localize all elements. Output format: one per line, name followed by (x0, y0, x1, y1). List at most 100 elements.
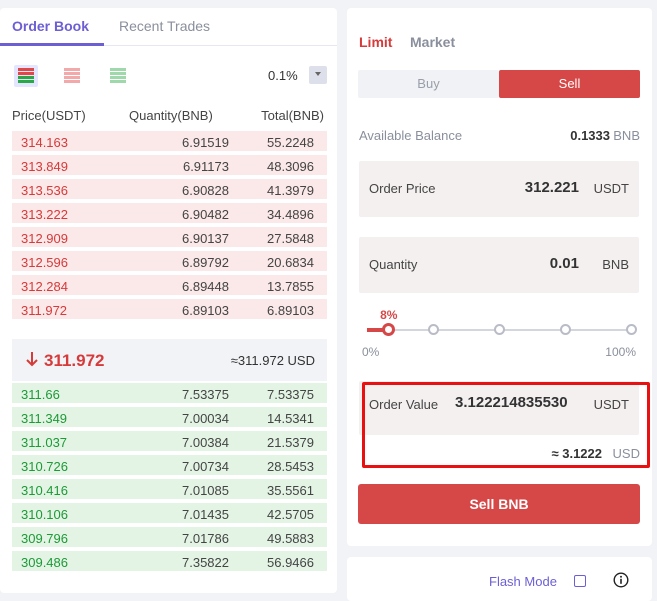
bids-only-icon[interactable] (106, 65, 130, 87)
asks-only-icon[interactable] (60, 65, 84, 87)
ask-total: 13.7855 (267, 279, 314, 294)
slider-min-label: 0% (362, 345, 380, 359)
ask-price: 312.284 (21, 279, 68, 294)
bid-row[interactable]: 311.66 7.53375 7.53375 (12, 382, 327, 404)
both-sides-icon[interactable] (14, 65, 38, 87)
quantity-input[interactable]: 0.01 (549, 255, 579, 272)
ask-total: 48.3096 (267, 159, 314, 174)
bid-price: 310.106 (21, 507, 68, 522)
order-value-usd-unit: USD (612, 446, 640, 461)
ask-price: 313.849 (21, 159, 68, 174)
bid-price: 311.66 (21, 387, 60, 402)
quantity-field[interactable]: Quantity 0.01 BNB (359, 237, 639, 293)
ask-row[interactable]: 314.163 6.91519 55.2248 (12, 130, 327, 152)
bid-price: 311.037 (21, 435, 68, 450)
active-tab-underline (0, 43, 104, 46)
arrow-down-icon (26, 352, 38, 367)
sell-toggle-button[interactable]: Sell (499, 70, 640, 98)
slider-stop-75[interactable] (559, 324, 571, 335)
bid-price: 309.796 (21, 531, 68, 546)
slider-fill (367, 328, 389, 332)
ask-row[interactable]: 312.284 6.89448 13.7855 (12, 274, 327, 296)
bid-row[interactable]: 310.106 7.01435 42.5705 (12, 502, 327, 524)
bid-quantity: 7.01786 (182, 531, 229, 546)
bid-total: 35.5561 (267, 483, 314, 498)
tab-market[interactable]: Market (410, 34, 456, 50)
info-icon[interactable] (613, 572, 629, 588)
bid-row[interactable]: 309.486 7.35822 56.9466 (12, 550, 327, 572)
bid-quantity: 7.00734 (182, 459, 229, 474)
buy-toggle-button[interactable]: Buy (358, 70, 499, 98)
last-price: 311.972 (44, 351, 105, 370)
order-value-field[interactable]: Order Value 3.122214835530 USDT (359, 381, 639, 435)
order-book-tabs: Order Book Recent Trades (0, 8, 337, 46)
ask-price: 313.222 (21, 207, 68, 222)
quantity-label: Quantity (369, 257, 418, 272)
ask-price: 311.972 (21, 303, 68, 318)
last-price-usd: ≈311.972 USD (230, 353, 315, 368)
bid-row[interactable]: 309.796 7.01786 49.5883 (12, 526, 327, 548)
bid-total: 56.9466 (267, 555, 314, 570)
price-column-header: Price(USDT) (12, 108, 86, 123)
ask-row[interactable]: 312.909 6.90137 27.5848 (12, 226, 327, 248)
ask-row[interactable]: 312.596 6.89792 20.6834 (12, 250, 327, 272)
slider-stop-100[interactable] (625, 324, 637, 335)
ask-quantity: 6.89448 (182, 279, 229, 294)
order-price-label: Order Price (369, 181, 436, 196)
flash-mode-label: Flash Mode (489, 574, 557, 589)
bid-price: 310.416 (21, 483, 68, 498)
order-value-usd: ≈ 3.1222 (551, 446, 602, 461)
slider-stop-50[interactable] (493, 324, 505, 335)
bid-row[interactable]: 310.416 7.01085 35.5561 (12, 478, 327, 500)
depth-bar (12, 383, 327, 403)
tab-order-book[interactable]: Order Book (12, 18, 90, 34)
tab-recent-trades[interactable]: Recent Trades (119, 18, 211, 34)
bid-price: 309.486 (21, 555, 68, 570)
order-book-panel: Order Book Recent Trades 0.1% Price(USDT… (0, 8, 337, 593)
slider-percent-label: 8% (380, 308, 398, 322)
depth-bar (12, 155, 327, 175)
bid-row[interactable]: 311.349 7.00034 14.5341 (12, 406, 327, 428)
order-value-label: Order Value (369, 397, 439, 412)
bid-total: 7.53375 (267, 387, 314, 402)
flash-mode-checkbox[interactable] (574, 575, 586, 587)
bid-quantity: 7.01085 (182, 483, 229, 498)
available-balance-unit: BNB (613, 128, 640, 143)
bid-total: 28.5453 (267, 459, 314, 474)
ask-total: 27.5848 (267, 231, 314, 246)
ask-row[interactable]: 313.222 6.90482 34.4896 (12, 202, 327, 224)
ask-row[interactable]: 311.972 6.89103 6.89103 (12, 298, 327, 320)
ask-total: 6.89103 (267, 303, 314, 318)
bid-quantity: 7.35822 (182, 555, 229, 570)
depth-bar (12, 251, 327, 271)
depth-bar (12, 407, 327, 427)
bid-row[interactable]: 311.037 7.00384 21.5379 (12, 430, 327, 452)
sell-bnb-button[interactable]: Sell BNB (358, 484, 640, 524)
depth-bar (12, 131, 327, 151)
depth-bar (12, 479, 327, 499)
depth-bar (12, 275, 327, 295)
ask-row[interactable]: 313.536 6.90828 41.3979 (12, 178, 327, 200)
bid-total: 42.5705 (267, 507, 314, 522)
order-value-input[interactable]: 3.122214835530 (455, 394, 568, 411)
bid-row[interactable]: 310.726 7.00734 28.5453 (12, 454, 327, 476)
ask-row[interactable]: 313.849 6.91173 48.3096 (12, 154, 327, 176)
order-price-field[interactable]: Order Price 312.221 USDT (359, 161, 639, 217)
slider-handle[interactable] (381, 323, 395, 336)
bid-quantity: 7.01435 (182, 507, 229, 522)
order-price-unit: USDT (593, 181, 629, 196)
bid-total: 49.5883 (267, 531, 314, 546)
quantity-column-header: Quantity(BNB) (129, 108, 213, 123)
ask-quantity: 6.89792 (182, 255, 229, 270)
ask-quantity: 6.90828 (182, 183, 229, 198)
order-price-input[interactable]: 312.221 (524, 179, 579, 196)
chevron-down-icon[interactable] (309, 66, 327, 84)
slider-stop-25[interactable] (427, 324, 439, 335)
tab-limit[interactable]: Limit (359, 34, 393, 50)
bid-price: 310.726 (21, 459, 68, 474)
depth-bar (12, 527, 327, 547)
bid-quantity: 7.00384 (182, 435, 229, 450)
total-column-header: Total(BNB) (261, 108, 324, 123)
depth-bar (12, 299, 327, 319)
bid-quantity: 7.00034 (182, 411, 229, 426)
